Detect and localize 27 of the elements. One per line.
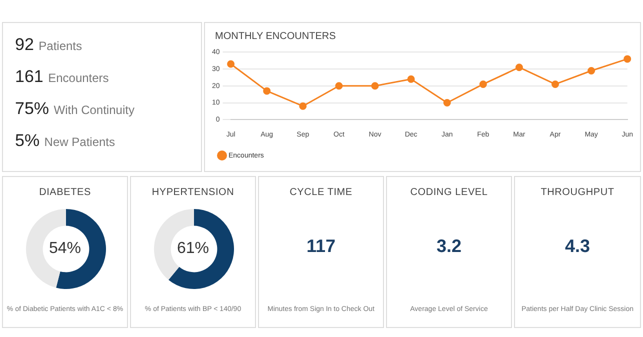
text: 92 Patients <box>15 35 83 55</box>
text: 161 Encounters <box>15 67 110 87</box>
point <box>588 66 596 74</box>
point <box>227 60 235 68</box>
point <box>407 75 415 83</box>
point <box>263 87 271 95</box>
text: 4.3 <box>564 236 592 257</box>
point <box>515 64 523 72</box>
text: 61% <box>176 240 210 258</box>
point <box>552 80 560 88</box>
chart-title: DIABETES <box>38 187 92 198</box>
point <box>443 99 451 106</box>
text: 5% New Patients <box>15 131 116 151</box>
text: 54% <box>48 240 82 258</box>
point <box>624 55 632 63</box>
text: 117 <box>305 236 337 257</box>
point <box>299 102 307 110</box>
chart-title: MONTHLY ENCOUNTERS <box>215 31 336 42</box>
text: 75% With Continuity <box>15 99 136 119</box>
chart-title: HYPERTENSION <box>150 187 236 198</box>
point <box>371 82 379 90</box>
text: CODING LEVEL <box>409 187 489 198</box>
text: THROUGHPUT <box>540 187 616 198</box>
text: CYCLE TIME <box>288 187 354 198</box>
text: 3.2 <box>435 236 463 257</box>
point <box>479 80 487 88</box>
point <box>335 82 343 90</box>
